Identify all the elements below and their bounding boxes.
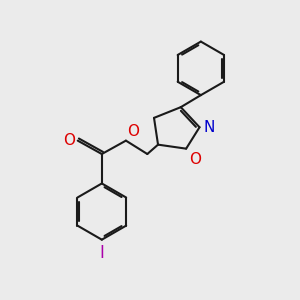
Text: O: O — [63, 133, 75, 148]
Text: O: O — [189, 152, 201, 167]
Text: I: I — [99, 244, 104, 262]
Text: O: O — [127, 124, 139, 139]
Text: N: N — [203, 120, 215, 135]
